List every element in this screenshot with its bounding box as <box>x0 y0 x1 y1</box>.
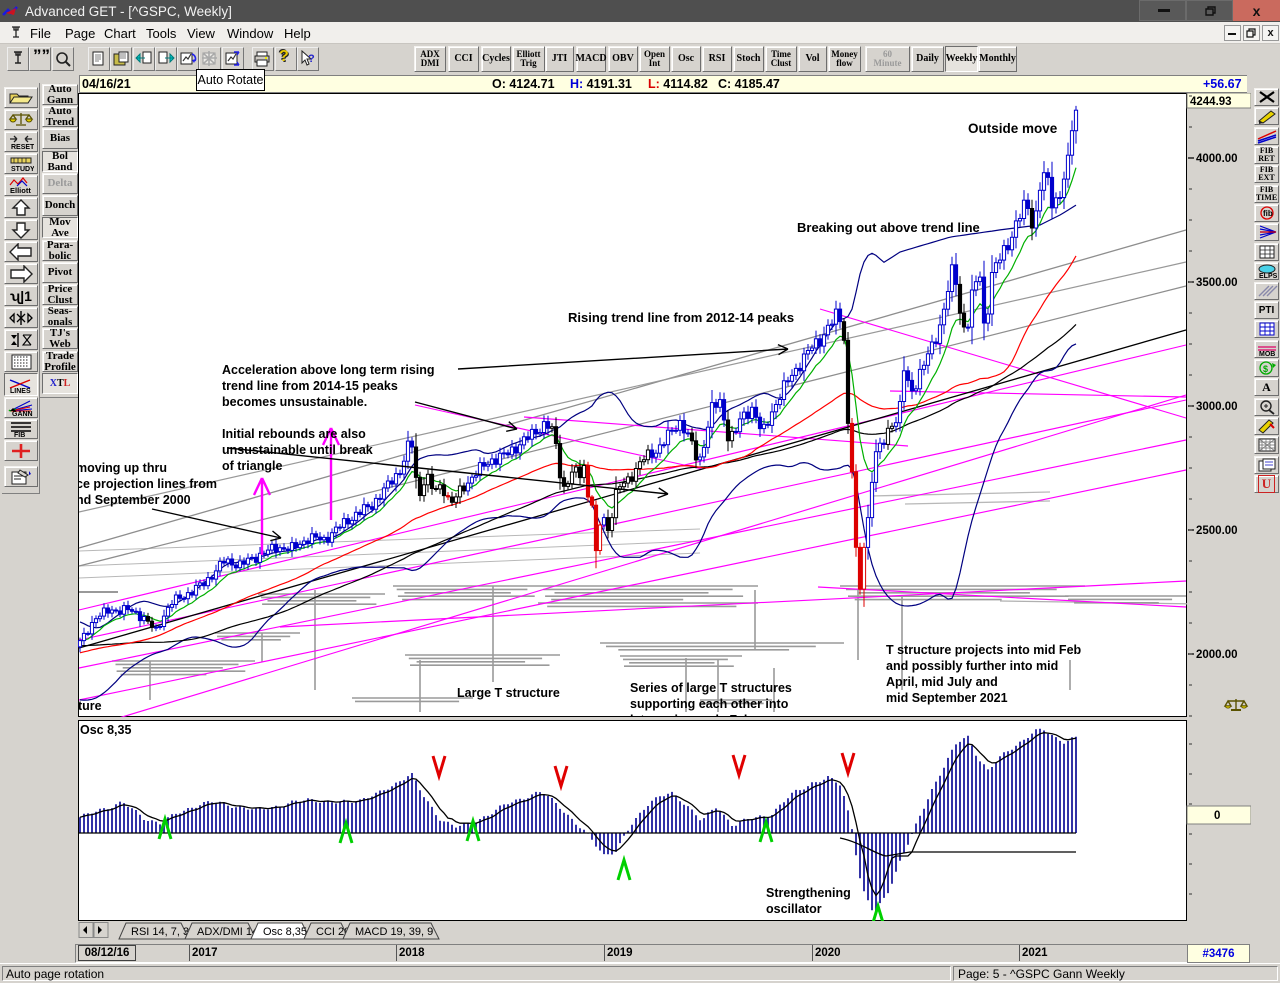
svg-text:Series of large T structures: Series of large T structures <box>630 681 792 695</box>
svg-text:CCI 20: CCI 20 <box>316 926 350 938</box>
svg-text:3000.00: 3000.00 <box>1196 401 1238 413</box>
svg-text:MOB: MOB <box>1259 351 1275 357</box>
svg-text:Osc 8,35: Osc 8,35 <box>80 723 131 737</box>
svg-text:supporting each other into: supporting each other into <box>630 697 789 711</box>
svg-text:mid September 2021: mid September 2021 <box>886 691 1008 705</box>
svg-text:trend line from 2014-15 peaks: trend line from 2014-15 peaks <box>222 379 398 393</box>
svg-text:ʯ|1: ʯ|1 <box>10 288 32 304</box>
svg-text:Rising trend line from 2012-14: Rising trend line from 2012-14 peaks <box>568 310 794 325</box>
svg-text:RSI 14, 7, 3: RSI 14, 7, 3 <box>131 926 189 938</box>
svg-text:April, mid July and: April, mid July and <box>886 675 998 689</box>
svg-text:ture: ture <box>78 699 102 713</box>
svg-text:Acceleration above long term r: Acceleration above long term rising <box>222 363 435 377</box>
svg-text:2500.00: 2500.00 <box>1196 525 1238 537</box>
svg-text:oscillator: oscillator <box>766 902 822 916</box>
svg-text:Osc 8,35: Osc 8,35 <box>263 926 307 938</box>
svg-text:LINES: LINES <box>10 388 31 394</box>
svg-text:fib: fib <box>1263 209 1273 218</box>
svg-text:becomes unsustainable.: becomes unsustainable. <box>222 395 367 409</box>
svg-text:GANN: GANN <box>12 411 33 417</box>
svg-text:Elliott: Elliott <box>10 186 31 195</box>
svg-text:Outside move: Outside move <box>968 121 1058 136</box>
svg-text:0: 0 <box>1214 810 1220 822</box>
svg-text:Breaking out above trend line: Breaking out above trend line <box>797 220 980 235</box>
svg-text:Initial rebounds are also: Initial rebounds are also <box>222 427 366 441</box>
svg-text:STUDY: STUDY <box>11 166 34 173</box>
svg-text:ELPS: ELPS <box>1259 273 1278 279</box>
svg-text:ADX/DMI 14: ADX/DMI 14 <box>197 926 258 938</box>
svg-text:4244.93: 4244.93 <box>1190 96 1232 108</box>
svg-text:T structure projects into mid: T structure projects into mid Feb <box>886 643 1082 657</box>
svg-text:3500.00: 3500.00 <box>1196 277 1238 289</box>
svg-text:RESET: RESET <box>11 144 34 151</box>
svg-text:Large T structure: Large T structure <box>457 686 560 700</box>
svg-text:MACD 19, 39, 9: MACD 19, 39, 9 <box>355 926 433 938</box>
svg-text:and possibly further into mid: and possibly further into mid <box>886 659 1058 673</box>
svg-text:late spring early Feb: late spring early Feb <box>630 713 752 717</box>
svg-text:$: $ <box>1263 364 1268 374</box>
svg-text:nd September 2000: nd September 2000 <box>78 493 191 507</box>
svg-text:4000.00: 4000.00 <box>1196 153 1238 165</box>
svg-text:ce projection lines from: ce projection lines from <box>78 477 217 491</box>
svg-text:of triangle: of triangle <box>222 459 282 473</box>
svg-text:2000.00: 2000.00 <box>1196 649 1238 661</box>
svg-text:moving up thru: moving up thru <box>78 461 167 475</box>
svg-text:?: ? <box>308 53 315 65</box>
svg-text:unsustainable until break: unsustainable until break <box>222 443 373 457</box>
svg-text:Strengthening: Strengthening <box>766 886 851 900</box>
svg-text:FIB: FIB <box>14 432 25 438</box>
